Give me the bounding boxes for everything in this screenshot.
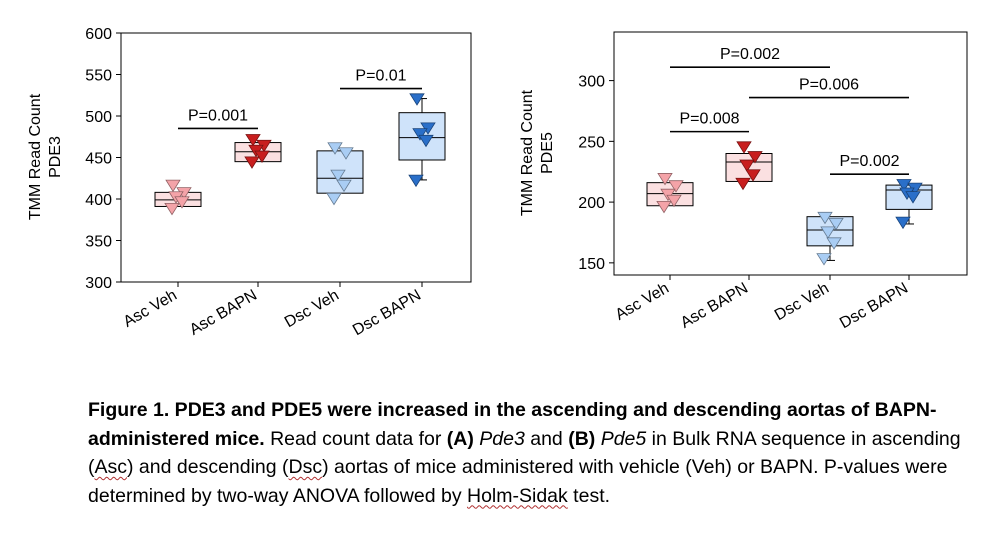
caption-abbrev-dsc: Dsc — [288, 456, 323, 478]
chart-panel-pde5: 150 200 250 300 Asc Veh Asc BAPN Dsc Veh Dsc BA… — [519, 31, 968, 333]
data-point — [817, 211, 833, 225]
figure-caption: Figure 1. PDE3 and PDE5 were increased i… — [88, 396, 968, 510]
x-tick-label: Asc BAPN — [187, 287, 260, 339]
box-group — [885, 179, 933, 230]
caption-text: test. — [567, 484, 611, 507]
data-point — [660, 188, 676, 202]
y-tick-label: 550 — [85, 68, 112, 85]
data-point — [409, 93, 425, 106]
data-point — [657, 173, 673, 186]
caption-text: ) and descending ( — [127, 456, 289, 478]
y-axis-title: TMM Read Count — [27, 93, 44, 220]
y-tick-label: 300 — [578, 74, 605, 91]
data-point — [656, 200, 672, 214]
data-point — [826, 237, 842, 250]
y-axis-title: TMM Read Count — [519, 89, 536, 216]
data-point — [905, 191, 921, 204]
data-point — [895, 216, 911, 230]
data-point — [412, 128, 428, 141]
y-axis-title-gene: PDE3 — [47, 136, 64, 178]
data-point — [828, 217, 844, 231]
box-group — [154, 179, 202, 216]
p-value-label: P=0.006 — [799, 77, 859, 94]
data-point — [336, 179, 352, 193]
data-point — [896, 179, 912, 192]
data-point — [244, 156, 260, 169]
data-point — [666, 194, 682, 208]
x-tick-label: Asc Veh — [613, 280, 672, 324]
box-group — [234, 134, 282, 169]
p-value-label: P=0.001 — [188, 107, 248, 124]
data-point — [816, 253, 832, 266]
x-tick-label: Dsc Veh — [282, 287, 342, 332]
data-point — [330, 169, 346, 183]
y-tick-label: 200 — [578, 195, 605, 212]
box-group — [398, 93, 446, 188]
box-group — [646, 173, 694, 214]
caption-text: ) aortas of mice administered with vehic… — [88, 456, 948, 507]
chart-panel-pde3: 300 350 400 450 500 550 600 Asc Veh Asc BAPN Dsc … — [27, 26, 472, 340]
data-point — [739, 159, 755, 173]
box-iqr — [398, 112, 446, 161]
x-tick-label: Dsc BAPN — [350, 287, 424, 340]
data-point — [820, 226, 836, 239]
data-point — [338, 147, 354, 160]
data-point — [668, 180, 684, 193]
y-tick-label: 300 — [85, 275, 112, 292]
p-value-label: P=0.002 — [839, 153, 899, 170]
data-point — [418, 134, 434, 148]
caption-label-a: (A) — [446, 427, 474, 450]
y-axis-title-gene: PDE5 — [539, 132, 556, 174]
x-tick-label: Dsc BAPN — [837, 280, 911, 333]
data-point — [736, 141, 752, 154]
caption-label-b: (B) — [568, 427, 596, 450]
caption-gene-b: Pde5 — [600, 427, 647, 450]
caption-abbrev-asc: Asc — [94, 456, 128, 478]
data-point — [326, 192, 342, 206]
caption-gene-a: Pde3 — [479, 427, 525, 450]
data-point — [735, 177, 751, 191]
data-point — [164, 202, 180, 216]
y-tick-label: 250 — [578, 134, 605, 151]
data-point — [408, 174, 424, 188]
caption-text: and — [524, 427, 569, 450]
y-tick-label: 500 — [85, 109, 112, 126]
caption-title: Figure 1. PDE3 and PDE5 were increased i… — [88, 399, 937, 450]
box-group — [806, 211, 854, 266]
data-point — [174, 196, 190, 209]
box-group — [316, 142, 364, 206]
data-point — [747, 151, 763, 164]
data-point — [165, 179, 181, 193]
y-tick-label: 600 — [85, 26, 112, 43]
p-value-label: P=0.008 — [679, 111, 739, 128]
x-tick-label: Dsc Veh — [772, 280, 832, 325]
x-tick-label: Asc Veh — [121, 287, 180, 331]
y-tick-label: 350 — [85, 234, 112, 251]
caption-text: in Bulk RNA sequence in ascending ( — [88, 427, 961, 479]
y-tick-label: 400 — [85, 192, 112, 209]
box-group — [725, 141, 773, 191]
caption-text: Read count data for — [264, 427, 447, 450]
caption-test-name: Holm-Sidak — [466, 484, 568, 507]
y-tick-label: 150 — [578, 256, 605, 273]
plot-frame — [613, 31, 968, 276]
x-tick-label: Asc BAPN — [678, 280, 751, 332]
data-point — [327, 142, 343, 155]
p-value-label: P=0.002 — [720, 46, 780, 63]
data-point — [745, 169, 761, 182]
p-value-label: P=0.01 — [355, 68, 406, 85]
y-tick-label: 450 — [85, 151, 112, 168]
